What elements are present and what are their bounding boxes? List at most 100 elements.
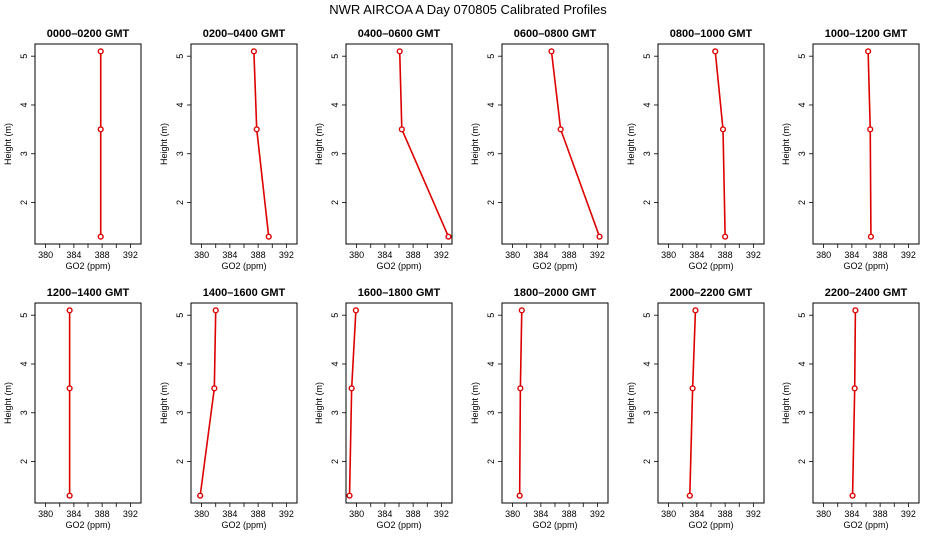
x-tick-label: 388 [562,250,577,260]
profile-line [348,310,357,496]
x-tick-label: 388 [95,509,110,519]
y-axis-label: Height (m) [3,382,13,424]
x-axis-label: GO2 (ppm) [843,520,888,530]
data-point [97,126,104,133]
data-point [867,233,875,240]
data-point [211,385,218,392]
profile-line [253,51,270,237]
y-tick-label: 2 [330,459,340,464]
data-point [346,492,353,499]
panel-12: 2200–2400 GMT 380 384 388 392 2 3 4 5 GO2 (ppm) He… [781,287,920,530]
y-tick-label: 4 [642,361,652,366]
y-tick-label: 4 [797,361,807,366]
profile-line [689,310,697,496]
plot-frame [345,43,453,245]
data-point [253,126,260,133]
panel-title: 0400–0600 GMT [358,28,441,40]
x-tick-label: 380 [349,250,364,260]
y-tick-label: 3 [486,151,496,156]
x-tick-label: 384 [533,509,548,519]
y-tick-label: 4 [19,361,29,366]
data-point [518,307,525,314]
y-axis-label: Height (m) [159,123,169,165]
data-point [97,233,104,240]
x-tick-label: 388 [562,509,577,519]
y-axis-label: Height (m) [781,382,791,424]
y-axis-label: Height (m) [159,382,169,424]
y-tick-label: 3 [797,151,807,156]
x-tick-label: 392 [123,509,138,519]
x-tick-label: 384 [222,250,237,260]
plot-frame [812,43,920,245]
panel-title: 0200–0400 GMT [203,28,286,40]
x-tick-label: 384 [377,250,392,260]
x-tick-label: 384 [222,509,237,519]
profile-line [714,51,726,237]
panel-title: 2200–2400 GMT [825,287,908,299]
y-tick-label: 3 [330,410,340,415]
plot-frame [34,43,142,245]
data-point [867,126,874,133]
data-point [97,48,104,55]
panel-8: 1400–1600 GMT 380 384 388 392 2 3 4 5 GO2 (ppm) He… [159,287,298,530]
y-axis-label: Height (m) [626,123,636,165]
y-tick-label: 4 [330,102,340,107]
plot-frame [190,43,298,245]
profile-line [199,310,217,496]
y-tick-label: 5 [19,54,29,59]
data-point [398,126,405,133]
x-tick-label: 384 [844,509,859,519]
x-axis-label: GO2 (ppm) [843,261,888,271]
y-tick-label: 2 [19,200,29,205]
y-tick-label: 2 [19,459,29,464]
x-tick-label: 380 [194,509,209,519]
x-axis-label: GO2 (ppm) [376,520,421,530]
y-tick-label: 5 [330,54,340,59]
plot-frame [345,302,453,504]
x-tick-label: 380 [816,509,831,519]
panel-6: 1000–1200 GMT 380 384 388 392 2 3 4 5 GO2 (ppm) He… [781,28,920,271]
y-tick-label: 5 [486,54,496,59]
panel-title: 0800–1000 GMT [670,28,753,40]
x-tick-label: 388 [718,250,733,260]
panel-5: 0800–1000 GMT 380 384 388 392 2 3 4 5 GO2 (ppm) He… [626,28,765,271]
x-tick-label: 392 [746,250,761,260]
panel-7: 1200–1400 GMT 380 384 388 392 2 3 4 5 GO2 (ppm) He… [3,287,142,530]
x-tick-label: 384 [66,250,81,260]
x-axis-label: GO2 (ppm) [688,520,733,530]
x-axis-label: GO2 (ppm) [688,261,733,271]
x-axis-label: GO2 (ppm) [532,261,577,271]
plot-frame [657,302,765,504]
data-point [212,307,219,314]
y-tick-label: 5 [19,313,29,318]
y-tick-label: 4 [175,102,185,107]
panel-3: 0400–0600 GMT 380 384 388 392 2 3 4 5 GO2 (ppm) He… [314,28,453,271]
figure-title: NWR AIRCOA A Day 070805 Calibrated Profi… [329,2,607,17]
profile-line [550,51,601,237]
data-point [352,307,359,314]
panel-title: 1000–1200 GMT [825,28,908,40]
data-point [517,385,524,392]
y-tick-label: 4 [797,102,807,107]
profile-line [398,51,450,238]
data-point [548,48,555,55]
x-tick-label: 392 [279,250,294,260]
x-tick-label: 380 [661,250,676,260]
panel-title: 1800–2000 GMT [514,287,597,299]
panel-title: 1600–1800 GMT [358,287,441,299]
x-tick-label: 392 [590,509,605,519]
y-tick-label: 3 [797,410,807,415]
x-tick-label: 380 [661,509,676,519]
x-tick-label: 392 [434,509,449,519]
y-tick-label: 5 [175,313,185,318]
x-tick-label: 380 [349,509,364,519]
x-tick-label: 384 [533,250,548,260]
y-tick-label: 3 [19,151,29,156]
x-tick-label: 380 [38,250,53,260]
x-axis-label: GO2 (ppm) [221,261,266,271]
data-point [689,385,696,392]
y-axis-label: Height (m) [314,382,324,424]
y-tick-label: 2 [486,200,496,205]
data-point [712,48,719,55]
